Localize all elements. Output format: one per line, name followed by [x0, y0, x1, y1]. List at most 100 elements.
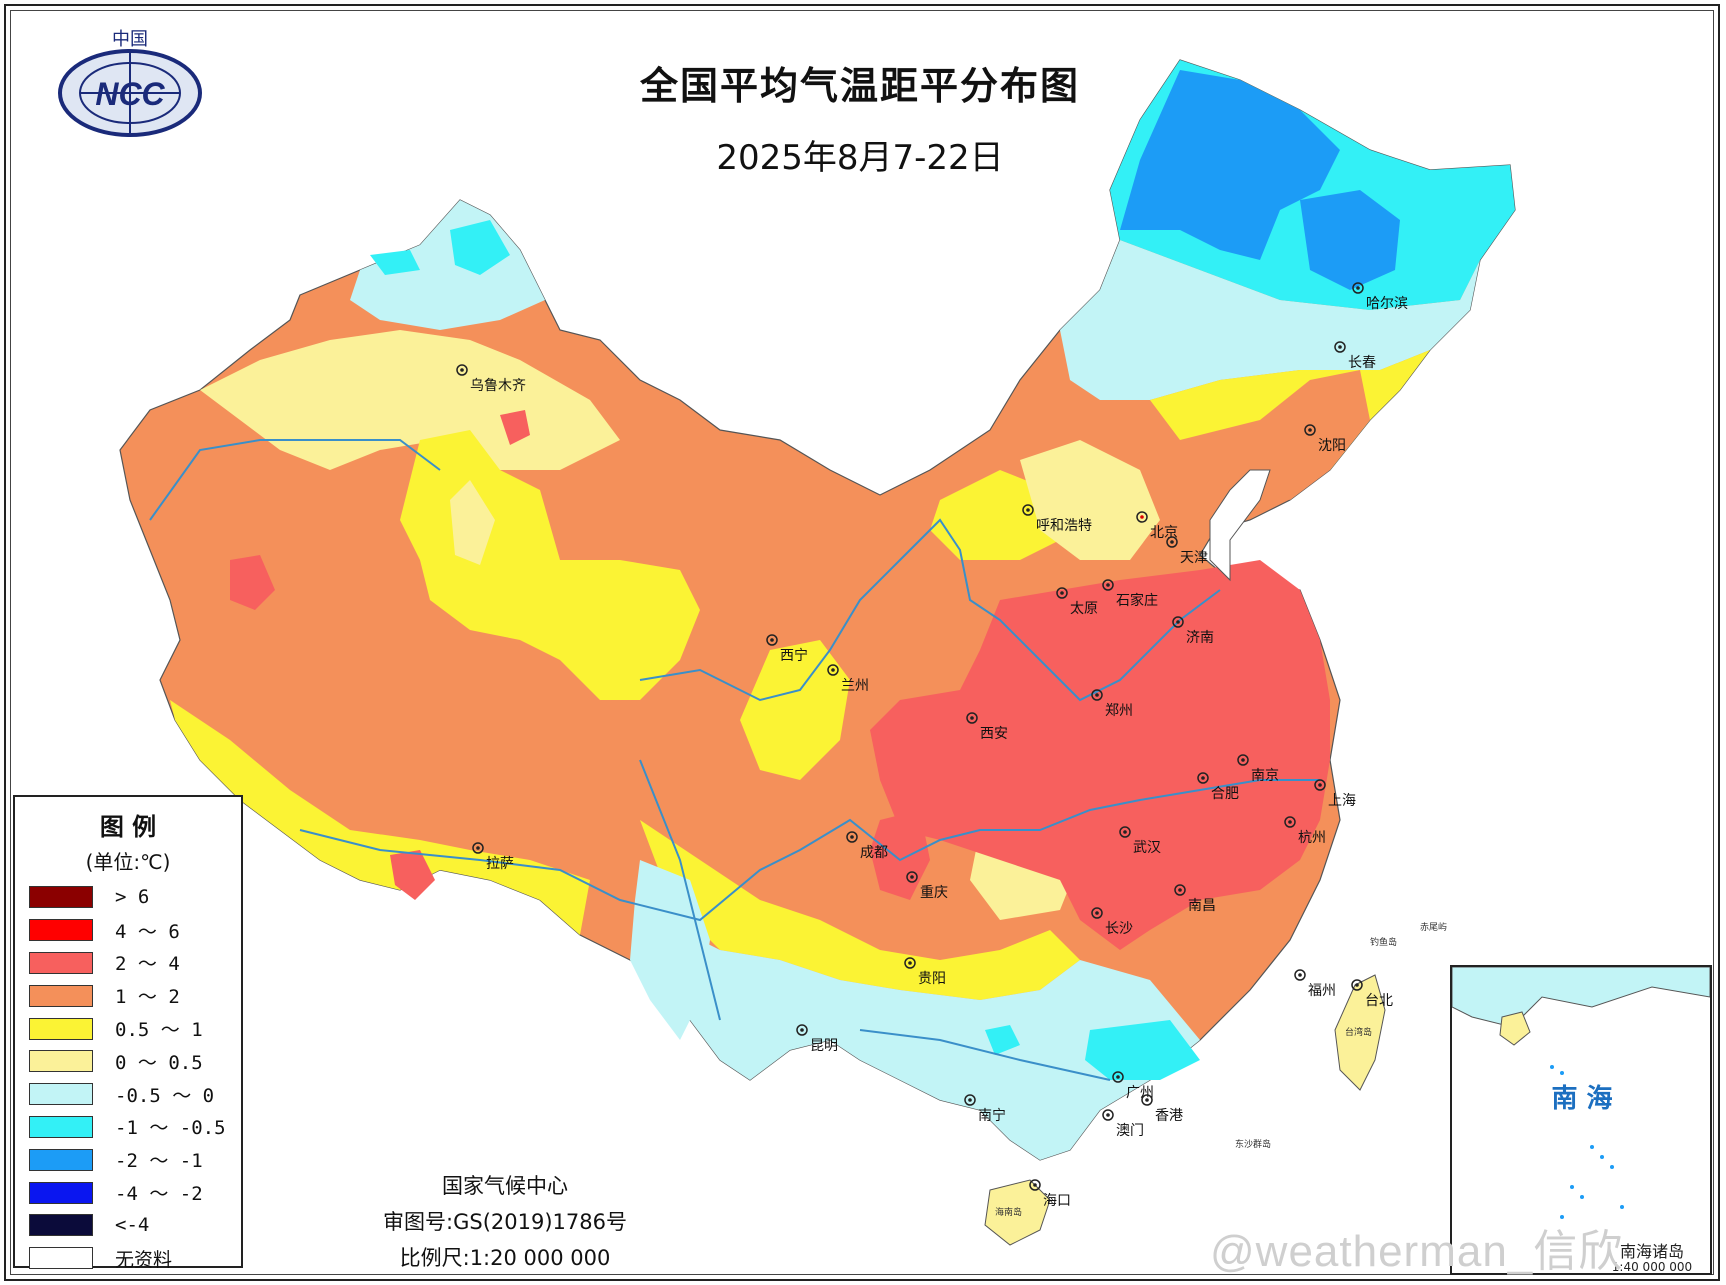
yangtze-river — [299, 779, 1320, 922]
city-marker: 沈阳 — [1304, 424, 1346, 454]
city-label: 呼和浩特 — [1036, 518, 1092, 534]
city-label: 杭州 — [1298, 830, 1326, 846]
city-marker: 长春 — [1334, 341, 1376, 371]
city-label: 西宁 — [780, 647, 808, 664]
legend-unit: (单位:℃) — [85, 850, 171, 874]
region-neg1-altai-2 — [370, 250, 420, 275]
place-label: 台湾岛 — [1345, 1026, 1372, 1038]
city-marker: 西安 — [966, 712, 1008, 742]
legend-swatch — [29, 1050, 93, 1073]
city-marker: 拉萨 — [472, 842, 514, 872]
city-marker: 香港 — [1141, 1094, 1183, 1124]
city-label: 南宁 — [978, 1107, 1006, 1124]
legend-item: 0 ～ 0.5 — [15, 1045, 241, 1078]
legend-item: 1 ～ 2 — [15, 979, 241, 1012]
inset-label: 南 海 — [1551, 1084, 1612, 1114]
city-label: 天津 — [1180, 550, 1208, 566]
legend-label: 1 ～ 2 — [115, 986, 180, 1009]
city-label: 拉萨 — [486, 856, 514, 872]
city-label: 哈尔滨 — [1366, 296, 1408, 312]
place-label: 钓鱼岛 — [1370, 936, 1397, 948]
legend-swatch — [29, 1115, 93, 1138]
city-label: 广州 — [1126, 1085, 1154, 1101]
legend-label: -0.5 ～ 0 — [115, 1084, 215, 1107]
city-marker: 石家庄 — [1102, 579, 1158, 609]
city-label: 武汉 — [1133, 840, 1161, 856]
city-marker: 西宁 — [766, 634, 808, 664]
legend-item: -4 ～ -2 — [15, 1176, 241, 1209]
city-label: 台北 — [1365, 993, 1393, 1009]
legend-swatch — [29, 919, 93, 942]
tarim-river — [149, 439, 441, 521]
legend-label: <-4 — [115, 1214, 150, 1237]
place-label: 海南岛 — [995, 1206, 1022, 1218]
inset-islands — [1550, 1065, 1624, 1219]
map-subtitle: 2025年8月7-22日 — [716, 138, 1004, 178]
outer-frame — [4, 4, 1720, 1281]
inset-hainan — [1499, 1011, 1531, 1046]
city-label: 北京 — [1150, 525, 1178, 541]
legend-title: 图 例 — [99, 813, 157, 841]
ncc-logo: NCC 中国 — [40, 25, 220, 145]
city-label: 西安 — [980, 726, 1008, 742]
legend-item: 2 ～ 4 — [15, 947, 241, 980]
city-marker: 济南 — [1172, 616, 1214, 646]
city-marker: 海口 — [1029, 1179, 1071, 1209]
region-neg05to0-northeast — [1060, 240, 1480, 400]
city-marker: 天津 — [1166, 536, 1208, 566]
city-marker: 合肥 — [1197, 772, 1239, 802]
region-2to4-sichuan — [870, 810, 930, 900]
legend-item: -2 ～ -1 — [15, 1143, 241, 1176]
city-marker: 昆明 — [796, 1024, 838, 1054]
city-label: 昆明 — [810, 1038, 838, 1054]
city-label: 南京 — [1251, 768, 1279, 784]
legend-swatch — [29, 1083, 93, 1106]
region-05to1-gansu — [740, 640, 850, 780]
city-label: 贵阳 — [918, 971, 946, 987]
legend-swatch — [29, 886, 93, 909]
legend-item: -1 ～ -0.5 — [15, 1111, 241, 1144]
city-label: 乌鲁木齐 — [470, 378, 526, 394]
region-2to4-urumqi-spot — [500, 410, 530, 445]
inset-caption: 南海诸岛 — [1620, 1242, 1684, 1261]
region-neg1-guangxi — [985, 1025, 1020, 1055]
region-2to4-central-east — [870, 560, 1330, 950]
south-china-sea-inset: 南 海 南海诸岛 1:40 000 000 — [1450, 965, 1712, 1275]
city-marker: 澳门 — [1102, 1109, 1144, 1139]
city-label: 海口 — [1043, 1193, 1071, 1209]
legend-label: 0.5 ～ 1 — [115, 1019, 203, 1042]
city-marker: 上海 — [1314, 779, 1356, 809]
region-05to1-himalaya — [170, 700, 590, 935]
inset-scale: 1:40 000 000 — [1612, 1260, 1692, 1273]
legend-swatch — [29, 1148, 93, 1171]
city-marker: 南宁 — [964, 1094, 1006, 1124]
legend-swatch — [29, 984, 93, 1007]
credit-org: 国家气候中心 — [442, 1174, 568, 1198]
city-marker: 南京 — [1237, 754, 1279, 784]
legend-swatch — [29, 1017, 93, 1040]
map-title: 全国平均气温距平分布图 — [639, 64, 1080, 108]
region-neg2-harbin — [1300, 190, 1400, 290]
legend-swatch — [29, 1247, 93, 1270]
legend-item: -0.5 ～ 0 — [15, 1078, 241, 1111]
logo-top-text: 中国 — [112, 29, 148, 50]
logo-text: NCC — [95, 76, 165, 112]
city-label: 香港 — [1155, 1108, 1183, 1124]
credit-map-number: 审图号:GS(2019)1786号 — [383, 1210, 627, 1234]
legend-item: 4 ～ 6 — [15, 914, 241, 947]
legend-item: 无资料 — [15, 1242, 241, 1275]
legend-item: 0.5 ～ 1 — [15, 1012, 241, 1045]
legend-label: > 6 — [115, 886, 150, 909]
city-marker: 重庆 — [906, 871, 948, 901]
region-0to05-beijing — [1020, 440, 1160, 560]
watermark: @weatherman_信欣 — [1210, 1227, 1624, 1276]
region-neg05to0-south — [660, 920, 1200, 1160]
city-label: 重庆 — [920, 885, 948, 901]
city-label: 合肥 — [1211, 786, 1239, 802]
city-label: 南昌 — [1188, 898, 1216, 914]
city-marker: 杭州 — [1284, 816, 1326, 846]
city-label: 上海 — [1328, 793, 1356, 809]
city-label: 成都 — [860, 845, 888, 861]
